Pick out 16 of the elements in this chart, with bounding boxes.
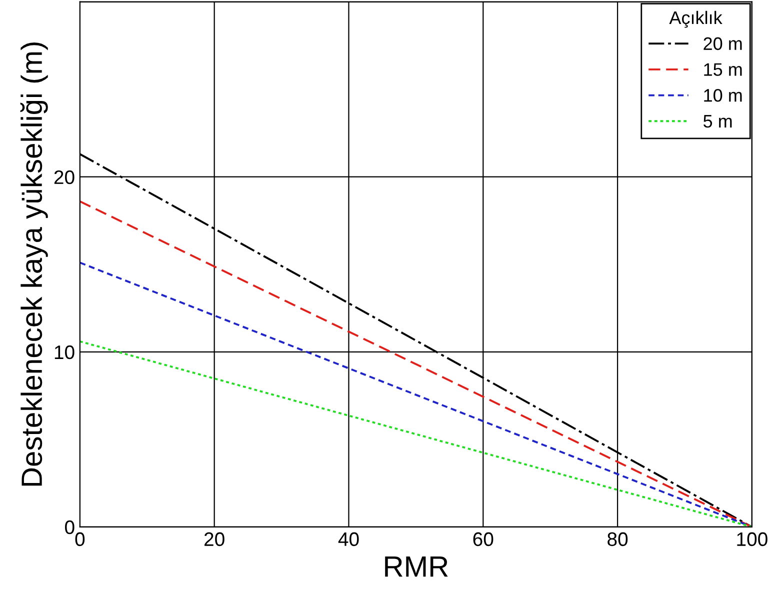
x-tick-label: 0 xyxy=(75,532,85,546)
x-tick-label: 100 xyxy=(737,532,768,546)
y-axis-title: Desteklenecek kaya yüksekliği (m) xyxy=(20,42,48,486)
y-tick-label: 20 xyxy=(54,170,74,184)
legend-label: 10 m xyxy=(704,88,742,102)
legend-label: 20 m xyxy=(704,37,742,50)
legend-label: 5 m xyxy=(704,115,732,128)
x-tick-label: 80 xyxy=(608,532,628,546)
y-tick-label: 0 xyxy=(65,520,74,534)
x-tick-label: 20 xyxy=(204,532,224,546)
legend-title: Açıklık xyxy=(669,10,722,28)
x-tick-label: 40 xyxy=(338,532,359,546)
y-tick-label: 10 xyxy=(54,345,74,360)
x-tick-label: 60 xyxy=(473,532,494,546)
legend-label: 15 m xyxy=(704,63,742,76)
x-axis-title: RMR xyxy=(385,556,448,577)
